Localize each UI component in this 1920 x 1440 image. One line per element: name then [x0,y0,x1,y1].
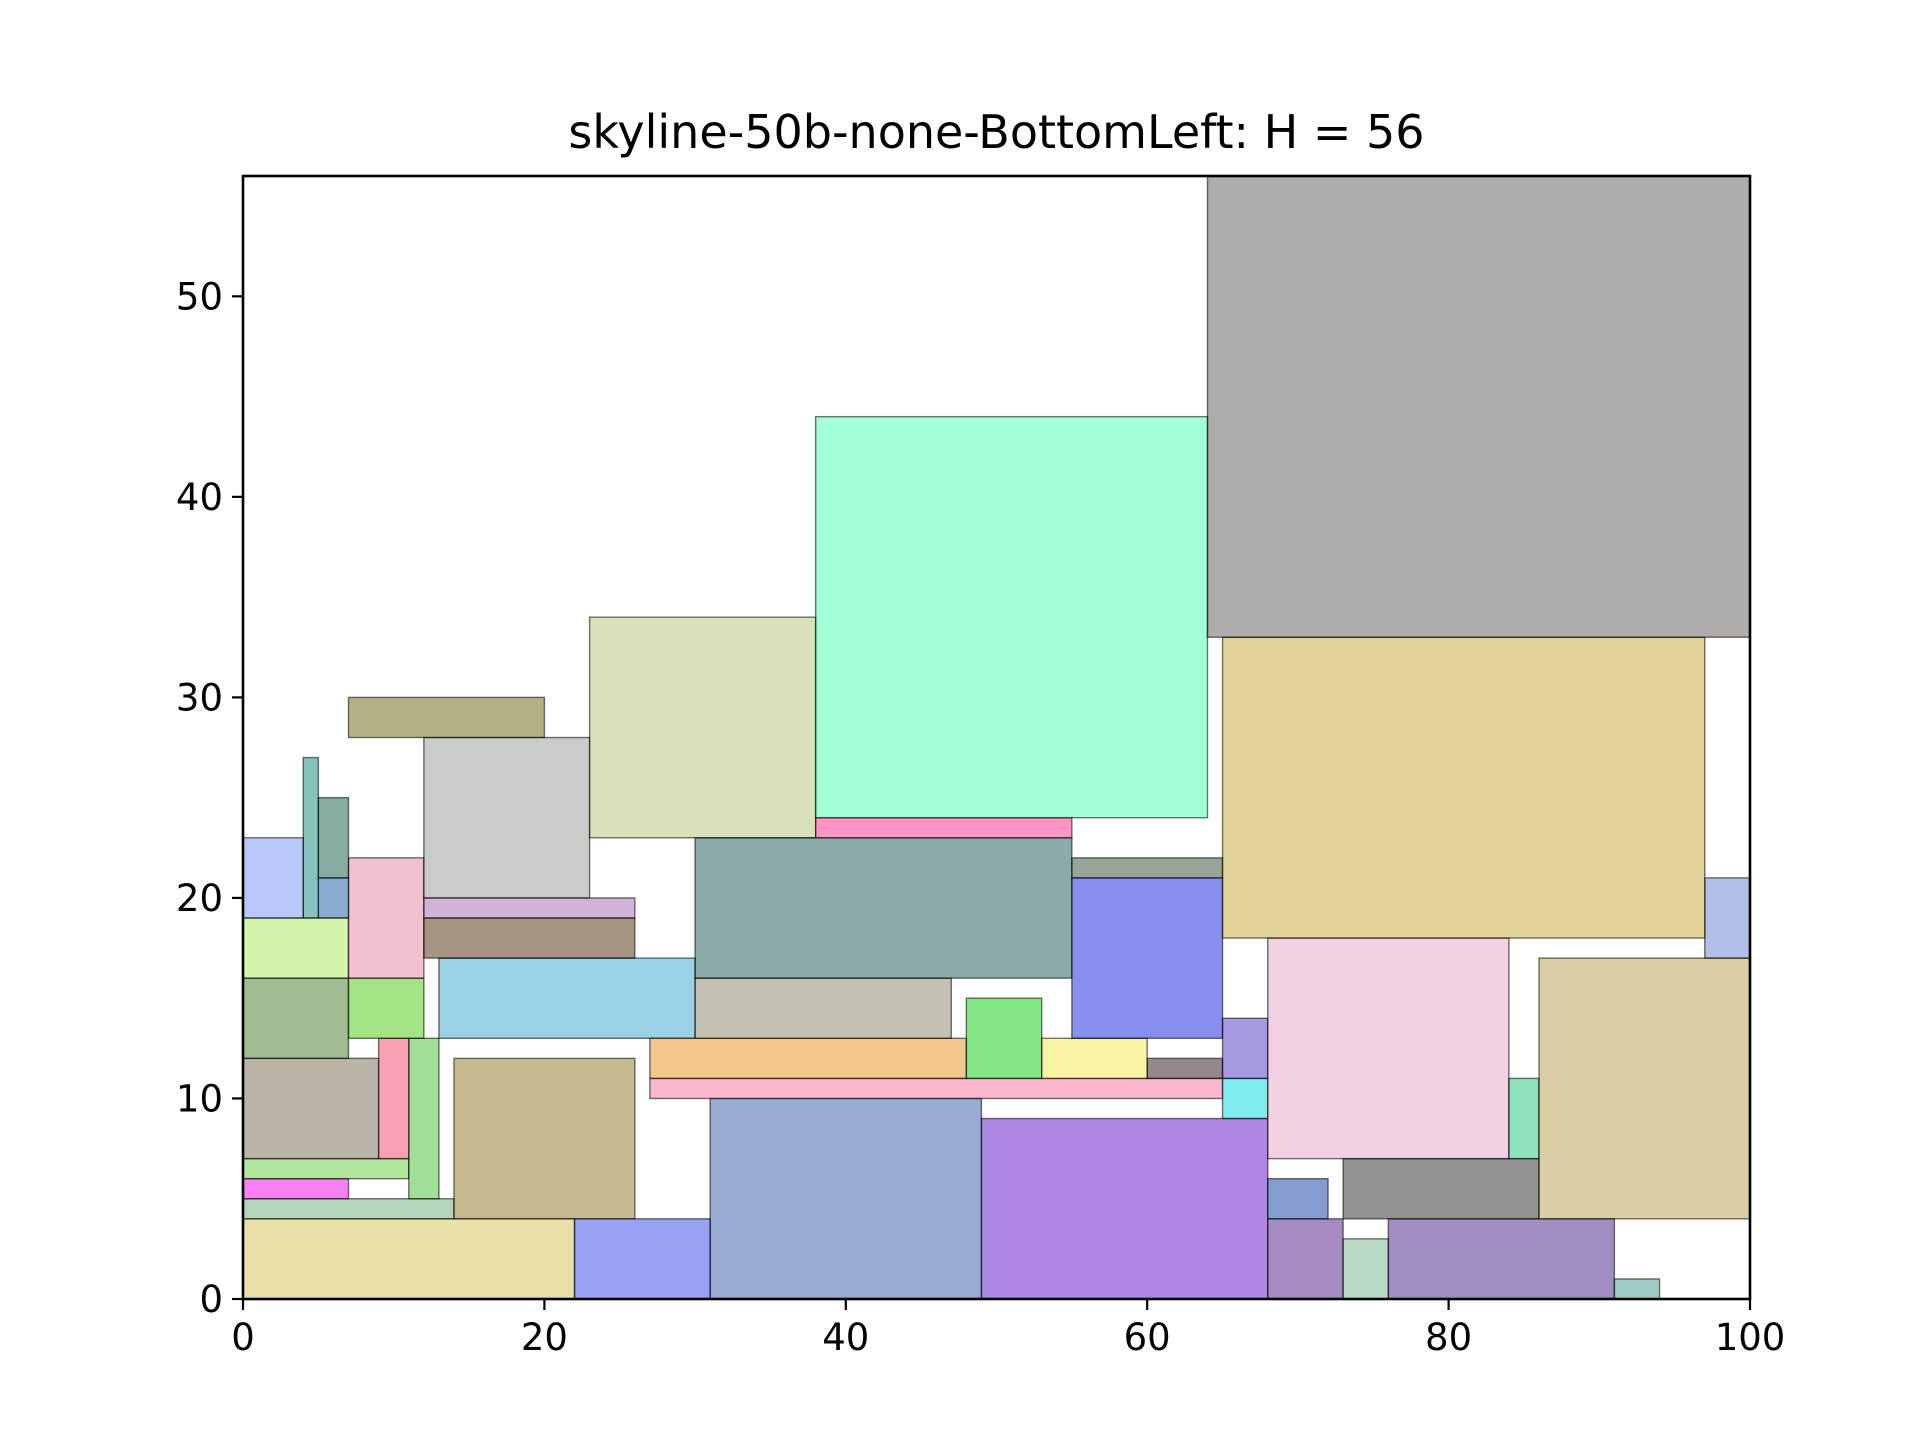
packed-rect-9 [453,1057,636,1220]
y-tick-label: 20 [176,877,223,920]
packed-rect-45 [1508,1077,1540,1160]
packed-rect-29 [649,1077,1224,1100]
packed-rect-22 [317,877,350,919]
packed-rect-17 [438,957,696,1040]
packed-rect-0 [242,1218,576,1300]
packed-rect-23 [317,796,350,879]
packed-rect-1 [573,1218,711,1300]
y-tick-label: 50 [176,275,223,318]
packed-rect-39 [1071,857,1224,879]
packed-rect-47 [1704,877,1751,959]
y-tick-label: 40 [176,476,223,519]
packed-rect-36 [814,817,1073,839]
packed-rect-16 [347,977,425,1040]
packed-rect-28 [588,616,817,839]
packed-rect-41 [1221,1017,1269,1080]
x-tick-label: 60 [1124,1316,1171,1359]
packed-rect-44 [1267,937,1510,1160]
packed-rect-43 [1342,1157,1540,1220]
packed-rect-31 [965,997,1043,1080]
packed-rect-26 [423,736,591,899]
rect-layer [242,175,1751,1300]
packed-rect-37 [814,415,1209,819]
x-tick-label: 20 [521,1316,568,1359]
packed-rect-33 [1146,1057,1224,1080]
packed-rect-24 [423,917,636,959]
packed-rect-19 [347,857,425,979]
packed-rect-42 [1267,1177,1329,1220]
packed-rect-8 [242,1198,455,1220]
packed-rect-20 [242,837,304,919]
packed-rect-11 [242,1157,410,1180]
y-tick-label: 10 [176,1077,223,1120]
packed-rect-40 [1221,1077,1269,1120]
packed-rect-18 [242,917,350,979]
packed-rect-35 [694,837,1073,979]
y-tick-label: 30 [176,676,223,719]
packed-rect-49 [1206,175,1751,638]
packed-rect-4 [1267,1218,1344,1300]
packed-rect-34 [694,977,952,1040]
packed-rect-13 [242,1057,380,1160]
packed-rect-38 [1071,877,1224,1040]
packed-rect-6 [1387,1218,1616,1300]
x-tick-label: 100 [1715,1316,1786,1359]
x-axis: 0 20 40 60 80 100 [231,1299,1785,1359]
packed-rect-48 [1221,636,1706,939]
x-tick-label: 40 [822,1316,869,1359]
packed-rect-32 [1041,1037,1148,1080]
packed-rect-30 [649,1037,968,1080]
axes-frame [241,174,1752,1301]
packed-rect-5 [1342,1238,1390,1300]
packed-rect-2 [709,1097,983,1300]
packed-rect-21 [302,756,320,919]
packed-rect-25 [423,897,636,919]
packed-rect-27 [347,696,546,739]
x-tick-label: 0 [231,1316,255,1359]
y-axis: 0 10 20 30 40 50 [176,275,243,1321]
packed-rect-15 [242,977,350,1060]
packed-rect-7 [1613,1278,1661,1300]
packed-rect-3 [980,1117,1269,1300]
packed-rect-12 [408,1037,440,1200]
x-tick-label: 80 [1425,1316,1472,1359]
packed-rect-10 [242,1177,350,1200]
packed-rect-14 [377,1037,410,1160]
chart-title: skyline-50b-none-BottomLeft: H = 56 [568,105,1424,159]
packed-rect-46 [1538,957,1751,1220]
y-tick-label: 0 [199,1278,223,1321]
